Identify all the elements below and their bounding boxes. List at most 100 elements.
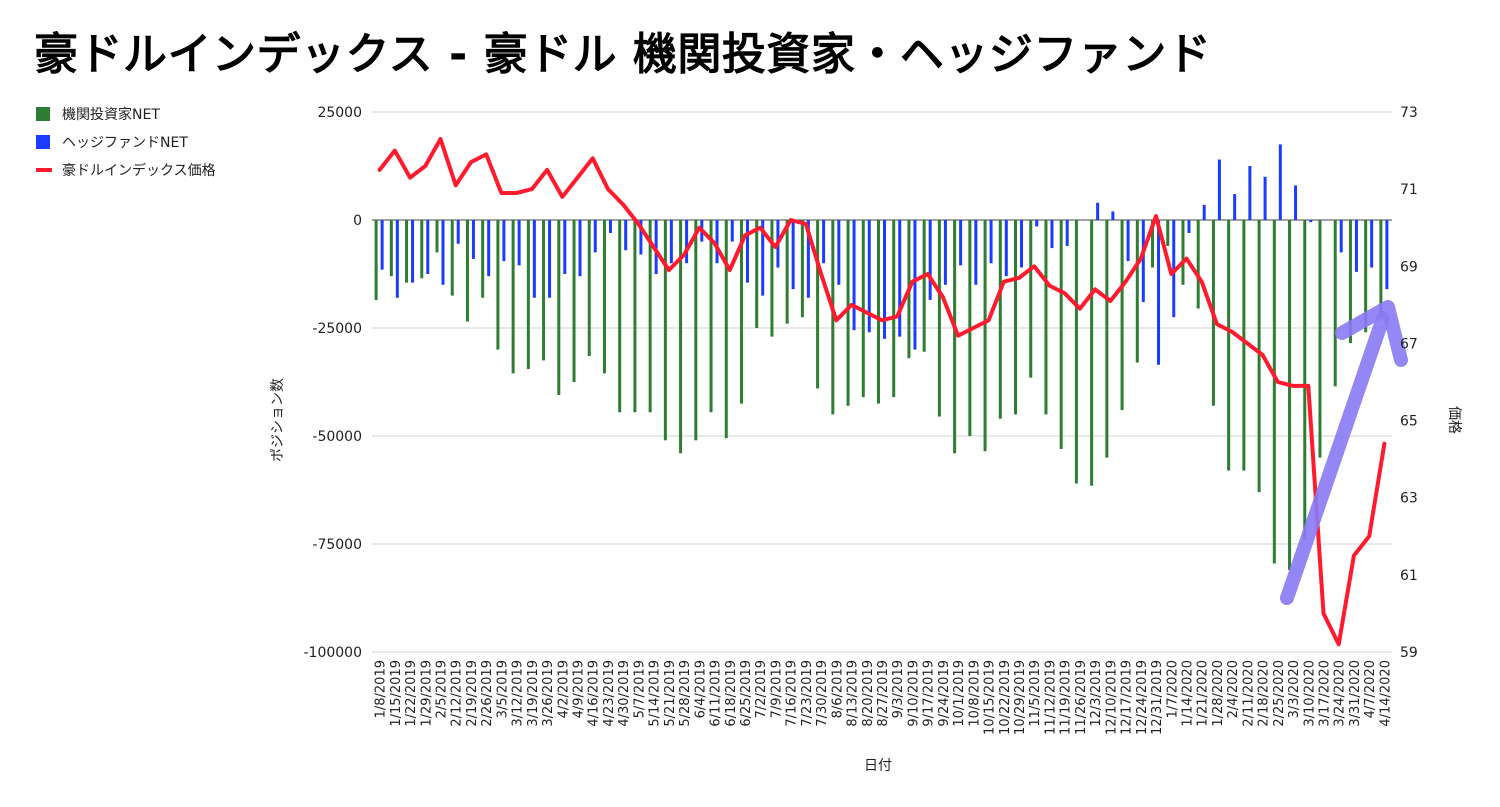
institutional-bar xyxy=(1364,220,1368,333)
hedgefund-bar xyxy=(639,220,643,255)
legend-label-price: 豪ドルインデックス価格 xyxy=(62,163,216,179)
x-tick-label: 5/28/2019 xyxy=(678,660,693,727)
x-tick-label: 12/10/2019 xyxy=(1104,660,1119,735)
hedgefund-bar xyxy=(837,220,841,285)
legend-item-institutional: 機関投資家NET xyxy=(36,100,216,128)
x-tick-label: 10/15/2019 xyxy=(983,660,998,735)
x-tick-label: 1/15/2019 xyxy=(389,660,404,727)
institutional-bar xyxy=(800,220,804,318)
institutional-bar xyxy=(1257,220,1261,493)
x-tick-label: 6/18/2019 xyxy=(724,660,739,727)
x-tick-label: 3/12/2019 xyxy=(511,660,526,727)
x-tick-label: 3/26/2019 xyxy=(541,660,556,727)
x-tick-label: 1/21/2020 xyxy=(1196,660,1211,727)
x-tick-label: 7/9/2019 xyxy=(769,660,784,718)
hedgefund-bar xyxy=(411,220,415,283)
x-tick-label: 8/13/2019 xyxy=(846,660,861,727)
institutional-bar xyxy=(557,220,561,395)
hedgefund-bar xyxy=(426,220,430,274)
x-tick-label: 6/4/2019 xyxy=(693,660,708,718)
price-line xyxy=(377,137,1387,647)
hedgefund-bar xyxy=(1309,220,1313,223)
x-tick-label: 1/29/2019 xyxy=(419,660,434,727)
x-tick-label: 1/7/2020 xyxy=(1165,660,1180,718)
axis-labels: 25000 0 -25000 -50000 -75000 -100000 73 71 69 67 6… xyxy=(270,105,1462,774)
hedgefund-bar xyxy=(959,220,963,266)
hedgefund-bar xyxy=(685,220,689,264)
hedgefund-bar xyxy=(1385,220,1389,290)
x-tick-label: 10/1/2019 xyxy=(952,660,967,727)
x-tick-label: 12/24/2019 xyxy=(1135,660,1150,735)
x-tick-label: 7/30/2019 xyxy=(815,660,830,727)
x-tick-label: 10/8/2019 xyxy=(967,660,982,727)
hedgefund-bar xyxy=(1202,204,1206,220)
x-tick-label: 9/17/2019 xyxy=(922,660,937,727)
y-left-tick-label: -75000 xyxy=(312,537,362,553)
institutional-bar xyxy=(648,220,652,413)
institutional-bar xyxy=(1333,220,1337,387)
page-title: 豪ドルインデックス - 豪ドル 機関投資家・ヘッジファンド xyxy=(34,29,1212,80)
hedgefund-bar xyxy=(730,220,734,242)
institutional-bar xyxy=(1059,220,1063,449)
x-tick-label: 3/24/2020 xyxy=(1333,660,1348,727)
x-tick-label: 4/14/2020 xyxy=(1378,660,1393,727)
hedgefund-bar xyxy=(1370,220,1374,268)
hedgefund-bar xyxy=(806,220,810,298)
hedgefund-bar xyxy=(822,220,826,264)
y-right-tick-label: 71 xyxy=(1400,182,1418,198)
institutional-bar xyxy=(983,220,987,452)
hedgefund-bar xyxy=(1324,220,1328,221)
institutional-bar xyxy=(1181,220,1185,285)
x-tick-label: 1/14/2020 xyxy=(1180,660,1195,727)
gridlines xyxy=(372,111,1392,653)
institutional-bar xyxy=(1379,220,1383,318)
y-right-tick-label: 63 xyxy=(1400,491,1418,507)
hedgefund-bar xyxy=(989,220,993,264)
x-tick-label: 9/24/2019 xyxy=(937,660,952,727)
hedgefund-bar xyxy=(1172,220,1176,318)
x-tick-label: 1/28/2020 xyxy=(1211,660,1226,727)
x-tick-label: 10/22/2019 xyxy=(998,660,1013,735)
hedgefund-bar xyxy=(1004,220,1008,277)
x-tick-label: 2/18/2020 xyxy=(1257,660,1272,727)
institutional-bar xyxy=(572,220,576,382)
legend: 機関投資家NET ヘッジファンドNET 豪ドルインデックス価格 xyxy=(36,100,216,184)
hedgefund-bar xyxy=(578,220,582,277)
x-tick-label: 9/3/2019 xyxy=(891,660,906,718)
hedgefund-bar xyxy=(593,220,597,253)
institutional-bar xyxy=(1014,220,1018,415)
y-left-tick-label: -100000 xyxy=(304,645,363,661)
institutional-bar xyxy=(511,220,515,374)
x-tick-label: 2/25/2020 xyxy=(1272,660,1287,727)
hedgefund-bar xyxy=(517,220,521,266)
institutional-bar xyxy=(861,220,865,398)
institutional-bar xyxy=(694,220,698,441)
institutional-bar xyxy=(1135,220,1139,363)
x-tick-label: 11/5/2019 xyxy=(1028,660,1043,727)
institutional-bar xyxy=(587,220,591,357)
y-left-tick-label: 0 xyxy=(353,213,362,229)
y-right-tick-label: 59 xyxy=(1400,645,1418,661)
x-tick-label: 7/2/2019 xyxy=(754,660,769,718)
y-right-tick-label: 73 xyxy=(1400,105,1418,121)
institutional-bar xyxy=(526,220,530,370)
x-tick-label: 11/26/2019 xyxy=(1074,660,1089,735)
x-tick-label: 4/16/2019 xyxy=(587,660,602,727)
hedgefund-bar xyxy=(1339,220,1343,253)
hedgefund-bar xyxy=(883,220,886,339)
x-tick-label: 3/10/2020 xyxy=(1302,660,1317,727)
x-tick-label: 5/7/2019 xyxy=(632,660,647,718)
hedgefund-bar xyxy=(1278,144,1282,220)
hedgefund-bar xyxy=(669,220,673,264)
institutional-bar xyxy=(1090,220,1094,486)
x-tick-label: 12/31/2019 xyxy=(1150,660,1165,735)
x-tick-label: 5/14/2019 xyxy=(648,660,663,727)
x-tick-label: 3/5/2019 xyxy=(495,660,510,718)
hedgefund-bar xyxy=(761,220,765,296)
hedgefund-bar xyxy=(548,220,552,298)
hedgefund-bar xyxy=(1050,220,1054,249)
x-tick-label: 4/2/2019 xyxy=(556,660,571,718)
x-tick-label: 1/8/2019 xyxy=(374,660,389,718)
hedgefund-bar xyxy=(1217,159,1221,220)
y-right-tick-label: 61 xyxy=(1400,568,1418,584)
